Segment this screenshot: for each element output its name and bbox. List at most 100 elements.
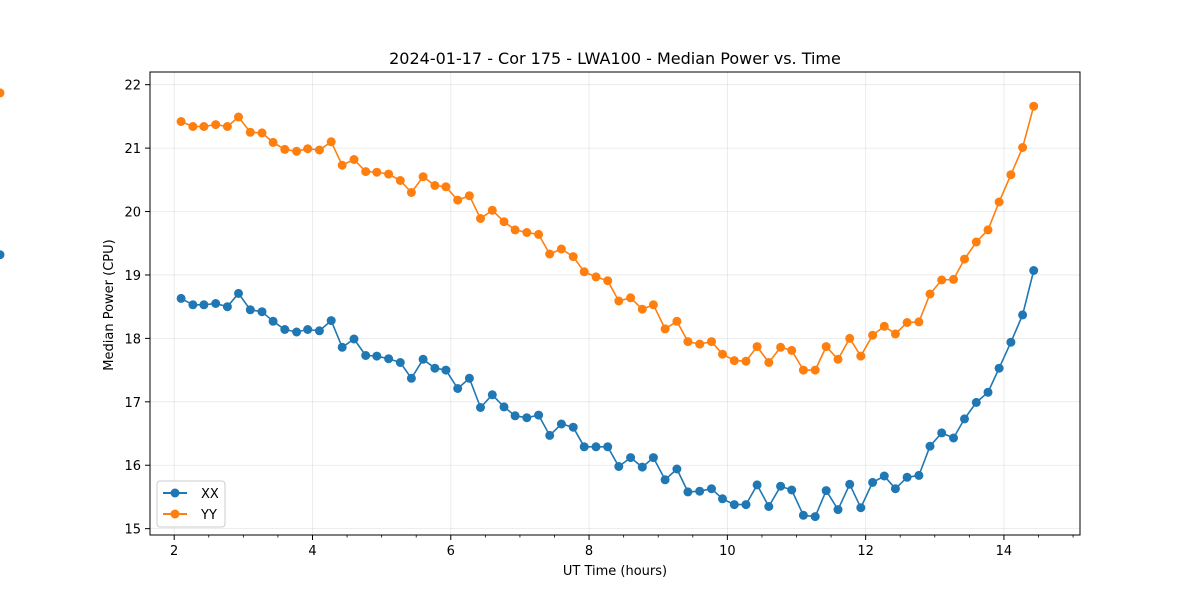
series-yy-point	[925, 289, 935, 299]
series-xx-point	[672, 464, 682, 474]
series-xx-point	[833, 505, 843, 515]
series-xx-point	[395, 358, 405, 367]
legend-xx-label: XX	[201, 487, 219, 502]
y-tick-label: 22	[124, 79, 141, 94]
series-xx-point	[245, 305, 255, 315]
series-yy-point	[314, 145, 324, 155]
series-yy-point	[395, 176, 405, 185]
series-yy-point	[718, 349, 727, 359]
series-xx-point	[845, 479, 855, 489]
series-yy-point	[626, 293, 636, 303]
series-xx-point	[476, 403, 485, 412]
series-yy-point	[418, 172, 428, 182]
series-yy-point	[798, 365, 808, 375]
y-axis-title: Median Power (CPU)	[102, 239, 117, 370]
series-yy-point	[349, 155, 359, 164]
series-xx-point	[798, 510, 808, 520]
series-xx-point	[637, 462, 647, 472]
series-yy-point	[522, 228, 532, 237]
series-xx-point	[406, 373, 416, 383]
series-xx-point	[994, 363, 1004, 373]
series-xx-point	[660, 475, 670, 485]
series-yy-point	[868, 330, 878, 340]
series-xx-point	[949, 433, 958, 443]
series-yy-point	[337, 160, 347, 170]
series-xx-point	[879, 471, 889, 481]
x-tick-label: 14	[996, 544, 1013, 559]
series-xx-point	[361, 351, 371, 360]
series-xx-point	[303, 325, 313, 334]
series-yy-point	[406, 188, 416, 197]
series-xx-point	[764, 502, 774, 511]
series-xx-point	[292, 327, 302, 337]
series-xx-point	[752, 480, 762, 490]
series-yy-point	[879, 321, 889, 331]
series-yy-point	[245, 127, 255, 137]
series-xx-point	[1029, 266, 1039, 275]
y-tick-label: 17	[124, 396, 141, 411]
y-tick-label: 21	[124, 142, 141, 157]
series-xx-point	[648, 453, 658, 463]
series-yy-point	[0, 88, 5, 98]
series-xx-point	[821, 486, 831, 496]
series-xx-point	[222, 302, 232, 312]
series-xx-point	[868, 477, 878, 487]
series-yy-point	[222, 122, 232, 131]
legend: XX YY	[156, 480, 226, 528]
series-yy-point	[845, 333, 855, 343]
series-yy-point	[453, 195, 463, 205]
series-xx-point	[372, 351, 382, 361]
y-tick-label: 15	[124, 523, 141, 538]
series-xx	[0, 250, 1039, 522]
series-xx-point	[441, 365, 451, 375]
x-tick-label: 4	[308, 544, 316, 559]
series-xx-point	[464, 373, 474, 383]
series-yy-point	[556, 244, 566, 254]
series-xx-point	[349, 334, 359, 344]
plot-frame	[149, 71, 1081, 536]
series-xx-point	[314, 326, 324, 336]
series-xx-point	[925, 441, 935, 451]
series-xx-point	[280, 325, 290, 334]
y-tick-label: 19	[124, 269, 141, 284]
series-yy-point	[937, 275, 947, 285]
series-yy-point	[199, 122, 209, 131]
series-xx-point	[268, 316, 278, 326]
series-xx-point	[937, 428, 947, 438]
series-xx-point	[1018, 310, 1028, 320]
grid	[150, 72, 1080, 535]
series-xx-point	[626, 453, 636, 463]
series-yy-point	[776, 342, 786, 352]
series-xx-point	[453, 384, 463, 393]
series-yy	[0, 88, 1039, 375]
series-xx-point	[568, 422, 578, 432]
series-xx-point	[211, 299, 221, 308]
series-yy-point	[280, 144, 290, 154]
series-yy-point	[326, 137, 336, 147]
series-yy-point	[268, 137, 278, 147]
series-xx-point	[960, 414, 969, 424]
series-yy-point	[983, 225, 993, 235]
series-yy-point	[430, 181, 440, 190]
series-yy-point	[949, 274, 958, 284]
series-xx-point	[741, 500, 751, 510]
series-yy-point	[764, 358, 774, 367]
x-tick-label: 8	[585, 544, 593, 559]
x-tick-label: 6	[447, 544, 455, 559]
series-yy-point	[441, 182, 451, 192]
series-xx-point	[776, 481, 786, 491]
series-xx-point	[971, 397, 981, 407]
y-tick-label: 18	[124, 332, 141, 347]
y-tick-label: 16	[124, 459, 141, 474]
series-yy-point	[648, 300, 658, 310]
x-tick-label: 2	[170, 544, 178, 559]
series-yy-point	[810, 365, 820, 375]
series-xx-point	[499, 402, 509, 412]
y-tick-label: 20	[124, 206, 141, 221]
series-yy-point	[372, 167, 382, 177]
series-xx-point	[522, 413, 532, 423]
series-yy-point	[914, 317, 924, 327]
series-xx-point	[810, 512, 820, 522]
series-layer	[0, 88, 1039, 522]
